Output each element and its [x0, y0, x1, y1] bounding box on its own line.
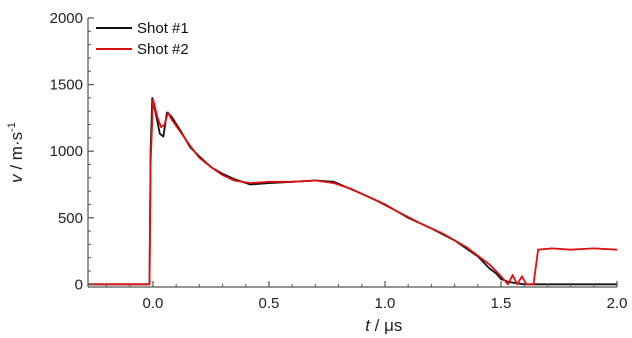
series-layer	[88, 97, 618, 286]
x-tick-label: 0.0	[143, 295, 164, 312]
x-tick-label: 1.0	[375, 295, 396, 312]
y-tick-label: 0	[75, 276, 83, 293]
y-axis-title: v / m·s-1	[6, 122, 26, 183]
y-tick-label: 2000	[50, 10, 83, 27]
x-axis-title: t / μs	[365, 316, 402, 335]
x-tick-label: 2.0	[607, 295, 628, 312]
y-tick-label: 500	[58, 210, 83, 227]
legend: Shot #1 Shot #2	[96, 20, 189, 58]
legend-label-shot-2: Shot #2	[137, 41, 189, 58]
legend-label-shot-1: Shot #1	[137, 20, 189, 37]
x-tick-label: 1.5	[491, 295, 512, 312]
y-tick-label: 1000	[50, 143, 83, 160]
x-tick-label: 0.5	[259, 295, 280, 312]
series-line-shot-2	[88, 98, 618, 286]
y-tick-label: 1500	[50, 77, 83, 94]
axes-layer: 0.0 0.5 1.0 1.5 2.0 0 500 1000 1500 2000	[50, 10, 628, 312]
